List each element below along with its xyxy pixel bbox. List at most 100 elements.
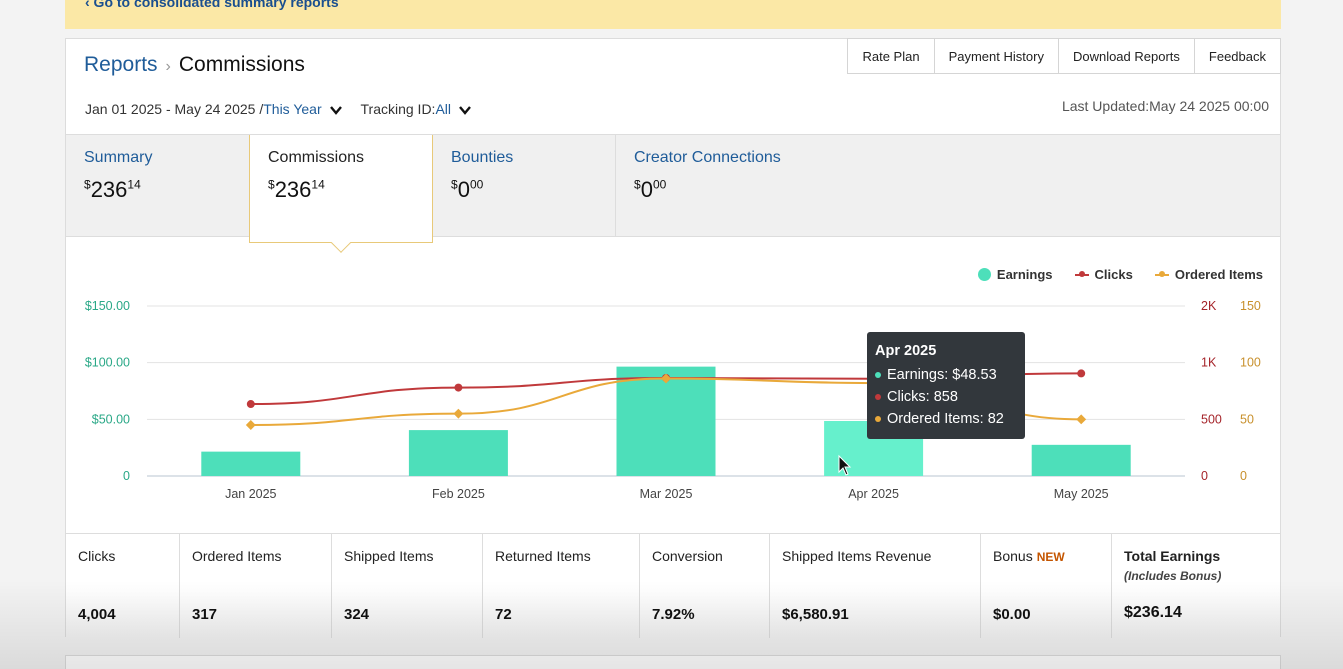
tracking-id-dropdown[interactable]: Tracking ID:All	[361, 101, 472, 117]
tile-commissions[interactable]: Commissions $23614	[249, 135, 433, 253]
tile-amount: $000	[451, 177, 484, 202]
tooltip-earnings: Earnings: $48.53	[875, 367, 1017, 383]
feedback-button[interactable]: Feedback	[1194, 38, 1281, 74]
metric-shipped-items: Shipped Items 324	[332, 534, 483, 638]
y-right-clicks-tick-label: 500	[1201, 412, 1222, 426]
ordered-items-point	[453, 408, 464, 419]
metric-total-earnings: Total Earnings (Includes Bonus) $236.14	[1112, 534, 1280, 638]
tile-label: Creator Connections	[634, 149, 781, 166]
x-tick-label: Jan 2025	[225, 487, 276, 501]
tracking-id-value: All	[435, 101, 452, 117]
metric-value: 72	[495, 606, 512, 623]
breadcrumb-reports-link[interactable]: Reports	[84, 53, 158, 76]
summary-banner: ‹ Go to consolidated summary reports	[65, 0, 1281, 29]
tile-amount: $000	[634, 177, 667, 202]
commissions-report-card: Reports › Commissions Rate Plan Payment …	[65, 38, 1281, 638]
tile-divider	[615, 135, 616, 236]
y-right-ordered-tick-label: 150	[1240, 299, 1261, 313]
earnings-bar	[201, 451, 301, 476]
chart-legend: Earnings Clicks Ordered Items	[977, 267, 1263, 282]
y-left-tick-label: 0	[123, 469, 130, 483]
metric-label: Ordered Items	[192, 548, 282, 564]
breadcrumb-separator: ›	[165, 58, 171, 75]
chevron-down-icon	[329, 106, 342, 116]
tile-label: Summary	[84, 149, 153, 166]
metric-sublabel: (Includes Bonus)	[1124, 569, 1222, 583]
earnings-bar	[616, 366, 716, 476]
earnings-dot-icon	[977, 268, 991, 281]
metric-value: $6,580.91	[782, 606, 849, 623]
y-right-ordered-tick-label: 0	[1240, 469, 1247, 483]
metric-value: $0.00	[993, 606, 1031, 623]
earnings-bar	[408, 430, 508, 476]
tile-amount: $23614	[84, 177, 141, 202]
download-reports-button[interactable]: Download Reports	[1058, 38, 1195, 74]
metrics-bar: Clicks 4,004 Ordered Items 317 Shipped I…	[66, 533, 1280, 638]
clicks-point	[454, 383, 463, 392]
report-filters: Jan 01 2025 - May 24 2025 / This Year Tr…	[85, 101, 472, 117]
report-actions: Rate Plan Payment History Download Repor…	[847, 38, 1281, 74]
payment-history-button[interactable]: Payment History	[934, 38, 1059, 74]
rate-plan-button[interactable]: Rate Plan	[847, 38, 935, 74]
period-value: This Year	[263, 101, 322, 117]
y-left-tick-label: $150.00	[85, 299, 130, 313]
x-tick-label: May 2025	[1054, 487, 1109, 501]
tooltip-ordered: Ordered Items: 82	[875, 411, 1017, 427]
tracking-id-label: Tracking ID:	[360, 101, 436, 117]
earnings-chart: 0 $50.00 $100.00 $150.00 0 500 1K 2K 0 50 100 150 Ja…	[66, 239, 1280, 533]
legend-clicks[interactable]: Clicks	[1074, 267, 1133, 282]
breadcrumb: Reports › Commissions	[84, 53, 305, 77]
y-right-clicks-tick-label: 0	[1201, 469, 1208, 483]
metric-returned-items: Returned Items 72	[483, 534, 640, 638]
metric-value: 317	[192, 606, 218, 623]
summary-tiles: Summary $23614 Commissions $23614 Bounti…	[66, 134, 1280, 253]
metric-label: Shipped Items Revenue	[782, 548, 932, 564]
tooltip-title: Apr 2025	[875, 343, 937, 359]
metric-shipped-revenue: Shipped Items Revenue $6,580.91	[770, 534, 981, 638]
y-right-clicks-tick-label: 2K	[1201, 299, 1217, 313]
chart-canvas: 0 $50.00 $100.00 $150.00 0 500 1K 2K 0 50 100 150 Ja…	[85, 299, 1261, 501]
next-section-card	[65, 655, 1281, 669]
x-tick-label: Apr 2025	[848, 487, 899, 501]
date-range-text: Jan 01 2025 - May 24 2025 /	[85, 101, 264, 118]
metric-label: Returned Items	[495, 548, 591, 564]
metric-label: Bonus NEW	[993, 548, 1065, 564]
legend-earnings[interactable]: Earnings	[977, 267, 1053, 282]
metric-value: 4,004	[78, 606, 116, 623]
period-dropdown[interactable]: This Year	[263, 101, 342, 117]
metric-label: Shipped Items	[344, 548, 434, 564]
metric-value: $236.14	[1124, 604, 1182, 621]
metric-label: Total Earnings	[1124, 548, 1221, 564]
chevron-down-icon	[458, 106, 471, 116]
y-left-tick-label: $50.00	[92, 412, 130, 426]
tile-summary[interactable]: Summary $23614	[66, 135, 249, 237]
ordered-items-point	[1076, 414, 1087, 425]
clicks-point	[1077, 369, 1086, 378]
ordered-items-point	[661, 373, 671, 384]
mouse-cursor-icon	[838, 454, 852, 476]
clicks-point	[246, 400, 255, 409]
ordered-items-point	[245, 420, 256, 430]
tile-label: Bounties	[451, 149, 514, 166]
metric-clicks: Clicks 4,004	[66, 534, 180, 638]
consolidated-reports-link[interactable]: ‹ Go to consolidated summary reports	[85, 0, 339, 10]
clicks-line-icon	[1074, 270, 1089, 277]
page-title: Commissions	[178, 53, 305, 76]
y-left-tick-label: $100.00	[85, 356, 130, 370]
earnings-bar	[1031, 444, 1131, 476]
x-tick-label: Feb 2025	[432, 487, 485, 501]
metric-label: Clicks	[78, 548, 116, 564]
new-badge: NEW	[1036, 550, 1065, 564]
legend-ordered-items[interactable]: Ordered Items	[1154, 267, 1263, 282]
ordered-line-icon	[1154, 270, 1169, 277]
metric-value: 7.92%	[652, 606, 695, 623]
metric-label: Conversion	[652, 548, 723, 564]
tile-label: Commissions	[268, 149, 365, 166]
tile-creator-connections[interactable]: Creator Connections $000	[616, 135, 916, 237]
tile-bounties[interactable]: Bounties $000	[433, 135, 615, 237]
x-tick-label: Mar 2025	[640, 487, 693, 501]
metric-value: 324	[344, 606, 370, 623]
y-right-ordered-tick-label: 50	[1240, 412, 1254, 426]
tile-amount: $23614	[268, 177, 325, 202]
metric-bonus: Bonus NEW $0.00	[981, 534, 1112, 638]
